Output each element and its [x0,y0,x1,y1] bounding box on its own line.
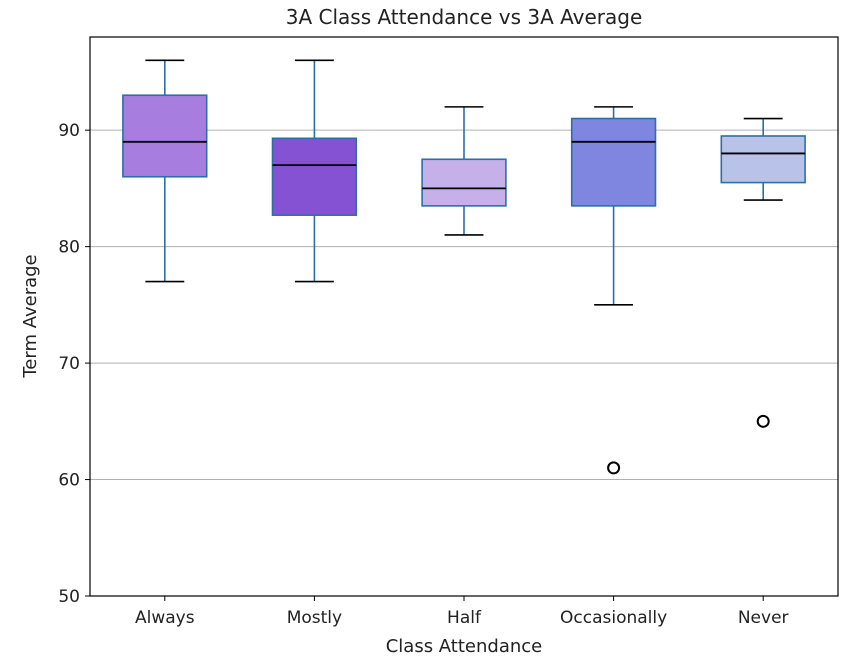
box-group-mostly [271,59,358,283]
iqr-box-never [720,135,806,184]
iqr-box-occasionally [570,117,657,207]
y-tick-label-90: 90 [58,121,80,141]
box-group-always [122,59,208,283]
y-tick-label-50: 50 [58,587,80,607]
boxes [122,59,806,475]
box-group-occasionally [570,106,657,475]
outlier-point-never-0 [756,414,770,428]
iqr-box-always [122,94,208,178]
chart-title: 3A Class Attendance vs 3A Average [286,5,643,29]
x-tick-label-half: Half [447,608,482,628]
y-axis-ticks: 50 60 70 80 90 [58,121,90,607]
x-axis-ticks: Always Mostly Half Occasionally Never [135,596,789,628]
y-axis-label: Term Average [20,254,41,378]
box-group-never [720,117,806,428]
iqr-box-half [421,158,507,207]
outlier-point-occasionally-0 [607,461,621,475]
y-tick-label-70: 70 [58,354,80,374]
y-tick-label-60: 60 [58,471,80,491]
x-tick-label-mostly: Mostly [287,608,342,628]
x-tick-label-occasionally: Occasionally [560,608,667,628]
box-group-half [421,106,507,236]
x-tick-label-always: Always [135,608,195,628]
x-tick-label-never: Never [738,608,789,628]
y-tick-label-80: 80 [58,238,80,258]
iqr-box-mostly [271,137,358,216]
x-axis-label: Class Attendance [386,636,543,657]
